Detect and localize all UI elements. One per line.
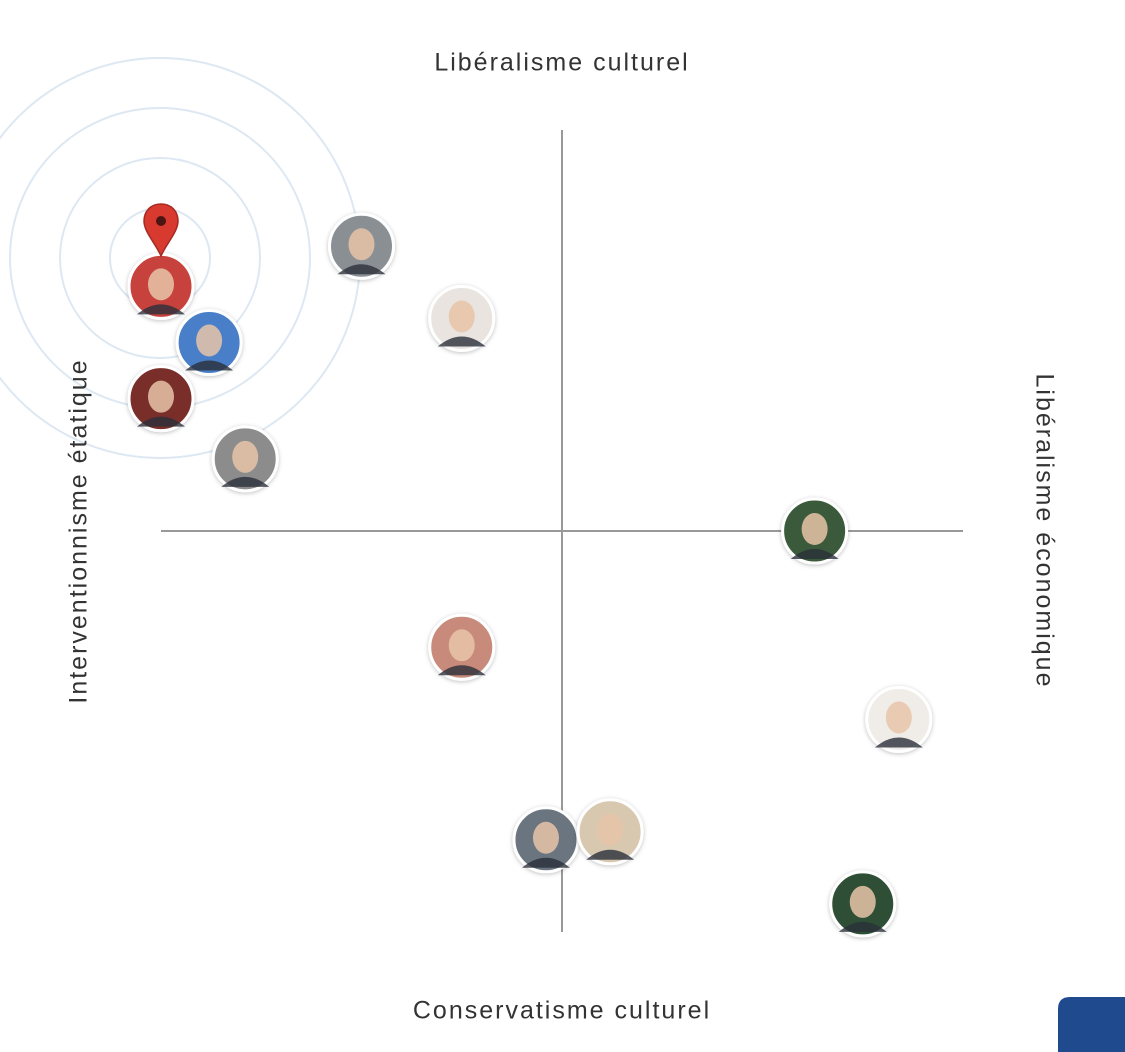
- action-button[interactable]: [1058, 997, 1125, 1052]
- candidate-shoulders: [586, 849, 635, 860]
- candidate-shoulders: [437, 665, 486, 676]
- candidate-face: [148, 380, 174, 413]
- candidate-face: [801, 513, 828, 545]
- points: [127, 212, 933, 938]
- candidate-shoulders: [221, 476, 270, 487]
- candidate-shoulders: [185, 360, 234, 371]
- top-label: Libéralisme culturel: [434, 49, 689, 77]
- candidate-shoulders: [437, 336, 486, 347]
- candidate-point: [865, 685, 933, 753]
- candidate-face: [348, 228, 375, 261]
- candidate-point: [428, 284, 496, 352]
- candidate-shoulders: [874, 737, 923, 748]
- candidate-face: [448, 300, 475, 333]
- candidate-point: [829, 870, 897, 938]
- candidate-shoulders: [790, 549, 839, 559]
- candidate-shoulders: [838, 921, 887, 932]
- candidate-point: [211, 425, 279, 493]
- location-pin: [143, 203, 179, 258]
- candidate-point: [512, 806, 580, 874]
- candidate-point: [428, 613, 496, 681]
- candidate-face: [448, 629, 475, 662]
- candidate-point: [127, 252, 195, 320]
- candidate-face: [148, 268, 174, 301]
- candidate-face: [597, 813, 624, 846]
- right-label: Libéralisme économique: [1030, 374, 1058, 689]
- candidate-shoulders: [521, 857, 570, 868]
- candidate-point: [576, 798, 644, 866]
- candidate-shoulders: [337, 264, 386, 275]
- left-label: Interventionnisme étatique: [65, 358, 93, 703]
- ring: [59, 157, 261, 359]
- candidate-point: [781, 497, 849, 565]
- candidate-face: [196, 324, 223, 357]
- candidate-face: [849, 885, 876, 918]
- candidate-face: [885, 701, 912, 734]
- candidate-point: [127, 365, 195, 433]
- candidate-shoulders: [137, 416, 185, 427]
- candidate-point: [175, 309, 243, 377]
- candidate-face: [532, 821, 559, 854]
- bottom-label: Conservatisme culturel: [413, 997, 711, 1025]
- candidate-shoulders: [137, 304, 185, 315]
- candidate-face: [232, 440, 259, 473]
- candidate-point: [328, 212, 395, 280]
